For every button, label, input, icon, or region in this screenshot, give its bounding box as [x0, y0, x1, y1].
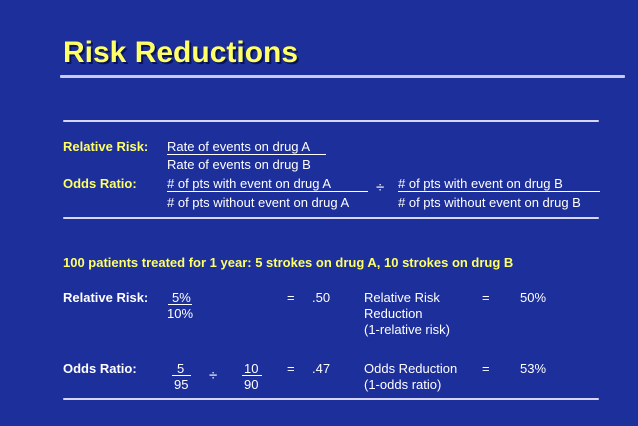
title-underline	[60, 75, 625, 78]
or-example-divide-sign: ÷	[209, 367, 218, 384]
or-example-value: .47	[312, 361, 331, 376]
or-def-numerator-a: # of pts with event on drug A	[167, 176, 332, 191]
rr-example-label: Relative Risk:	[63, 290, 149, 305]
rrr-label-line1: Relative Risk	[364, 290, 440, 305]
example-heading: 100 patients treated for 1 year: 5 strok…	[63, 255, 514, 270]
or-def-denominator-b: # of pts without event on drug B	[398, 195, 581, 210]
odr-label-line1: Odds Reduction	[364, 361, 458, 376]
or-example-numerator-a: 5	[177, 361, 185, 376]
divider-bottom	[63, 398, 599, 400]
rr-def-denominator: Rate of events on drug B	[167, 157, 311, 172]
odr-value: 53%	[520, 361, 547, 376]
divider-top	[63, 120, 599, 122]
or-example-label: Odds Ratio:	[63, 361, 137, 376]
rrr-value: 50%	[520, 290, 547, 305]
odr-label-line2: (1-odds ratio)	[364, 377, 442, 392]
rr-example-value: .50	[312, 290, 331, 305]
or-example-fraction-bar-b	[242, 375, 262, 376]
or-example-numerator-b: 10	[244, 361, 259, 376]
divider-middle	[63, 217, 599, 219]
or-example-equals: =	[287, 361, 295, 376]
odr-equals: =	[482, 361, 490, 376]
rr-example-denominator: 10%	[167, 306, 194, 321]
or-def-label: Odds Ratio:	[63, 176, 137, 191]
rr-example-fraction-bar	[168, 304, 192, 305]
or-def-numerator-b: # of pts with event on drug B	[398, 176, 563, 191]
or-example-fraction-bar-a	[172, 375, 191, 376]
rr-def-fraction-bar	[167, 154, 326, 155]
or-def-divide-sign: ÷	[376, 179, 385, 196]
or-def-denominator-a: # of pts without event on drug A	[167, 195, 350, 210]
rrr-equals: =	[482, 290, 490, 305]
rr-example-equals: =	[287, 290, 295, 305]
rrr-label-line2: Reduction	[364, 306, 423, 321]
or-example-denominator-a: 95	[174, 377, 189, 392]
or-example-denominator-b: 90	[244, 377, 259, 392]
or-def-fraction-bar-b	[398, 191, 600, 192]
rr-def-label: Relative Risk:	[63, 139, 149, 154]
rrr-label-line3: (1-relative risk)	[364, 322, 450, 337]
or-def-fraction-bar-a	[167, 191, 368, 192]
page-title: Risk Reductions	[63, 36, 299, 69]
rr-example-numerator: 5%	[172, 290, 191, 305]
rr-def-numerator: Rate of events on drug A	[167, 139, 311, 154]
